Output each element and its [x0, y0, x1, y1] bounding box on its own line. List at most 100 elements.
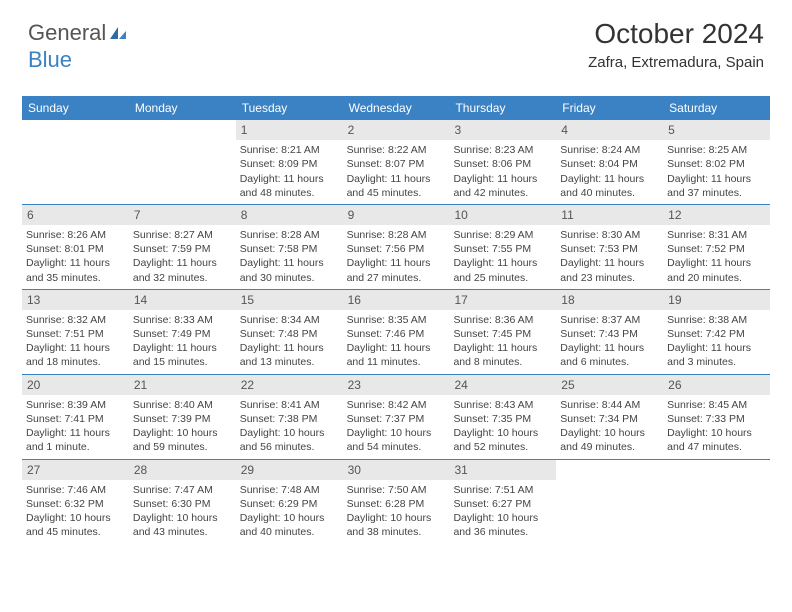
sunset-text: Sunset: 7:41 PM — [26, 412, 125, 426]
weekday-header: Friday — [556, 96, 663, 120]
sunrise-text: Sunrise: 7:46 AM — [26, 483, 125, 497]
brand-part2: Blue — [28, 47, 72, 72]
brand-part1: General — [28, 20, 106, 45]
sunrise-text: Sunrise: 8:27 AM — [133, 228, 232, 242]
daylight-text: Daylight: 11 hours and 48 minutes. — [240, 172, 339, 200]
day-details: Sunrise: 8:35 AMSunset: 7:46 PMDaylight:… — [343, 312, 450, 374]
daylight-text: Daylight: 10 hours and 52 minutes. — [453, 426, 552, 454]
daylight-text: Daylight: 10 hours and 59 minutes. — [133, 426, 232, 454]
day-number: 9 — [343, 205, 450, 225]
sunset-text: Sunset: 6:28 PM — [347, 497, 446, 511]
sunset-text: Sunset: 6:30 PM — [133, 497, 232, 511]
sunrise-text: Sunrise: 7:50 AM — [347, 483, 446, 497]
calendar-day: 24Sunrise: 8:43 AMSunset: 7:35 PMDayligh… — [449, 375, 556, 459]
sunrise-text: Sunrise: 8:22 AM — [347, 143, 446, 157]
sunset-text: Sunset: 6:32 PM — [26, 497, 125, 511]
sunrise-text: Sunrise: 8:28 AM — [240, 228, 339, 242]
sunrise-text: Sunrise: 8:39 AM — [26, 398, 125, 412]
sunset-text: Sunset: 8:07 PM — [347, 157, 446, 171]
daylight-text: Daylight: 11 hours and 30 minutes. — [240, 256, 339, 284]
sunrise-text: Sunrise: 8:42 AM — [347, 398, 446, 412]
sunrise-text: Sunrise: 8:41 AM — [240, 398, 339, 412]
sunset-text: Sunset: 7:56 PM — [347, 242, 446, 256]
day-number: 24 — [449, 375, 556, 395]
sunrise-text: Sunrise: 8:23 AM — [453, 143, 552, 157]
day-number: 20 — [22, 375, 129, 395]
calendar-day: 8Sunrise: 8:28 AMSunset: 7:58 PMDaylight… — [236, 205, 343, 289]
sunset-text: Sunset: 8:09 PM — [240, 157, 339, 171]
calendar-day: 9Sunrise: 8:28 AMSunset: 7:56 PMDaylight… — [343, 205, 450, 289]
sunrise-text: Sunrise: 8:44 AM — [560, 398, 659, 412]
daylight-text: Daylight: 11 hours and 6 minutes. — [560, 341, 659, 369]
day-details: Sunrise: 8:24 AMSunset: 8:04 PMDaylight:… — [556, 142, 663, 204]
sunset-text: Sunset: 7:39 PM — [133, 412, 232, 426]
daylight-text: Daylight: 10 hours and 36 minutes. — [453, 511, 552, 539]
day-number: 16 — [343, 290, 450, 310]
sunrise-text: Sunrise: 8:45 AM — [667, 398, 766, 412]
day-details: Sunrise: 8:29 AMSunset: 7:55 PMDaylight:… — [449, 227, 556, 289]
calendar-week: 27Sunrise: 7:46 AMSunset: 6:32 PMDayligh… — [22, 459, 770, 544]
day-number: 7 — [129, 205, 236, 225]
day-details: Sunrise: 8:26 AMSunset: 8:01 PMDaylight:… — [22, 227, 129, 289]
calendar-day: 20Sunrise: 8:39 AMSunset: 7:41 PMDayligh… — [22, 375, 129, 459]
day-number: 13 — [22, 290, 129, 310]
day-details: Sunrise: 7:46 AMSunset: 6:32 PMDaylight:… — [22, 482, 129, 544]
day-number: 17 — [449, 290, 556, 310]
day-number: 10 — [449, 205, 556, 225]
sunrise-text: Sunrise: 8:36 AM — [453, 313, 552, 327]
day-details: Sunrise: 8:21 AMSunset: 8:09 PMDaylight:… — [236, 142, 343, 204]
day-number: 26 — [663, 375, 770, 395]
sunset-text: Sunset: 7:33 PM — [667, 412, 766, 426]
daylight-text: Daylight: 11 hours and 23 minutes. — [560, 256, 659, 284]
sunrise-text: Sunrise: 8:30 AM — [560, 228, 659, 242]
day-number: 19 — [663, 290, 770, 310]
calendar-day: 6Sunrise: 8:26 AMSunset: 8:01 PMDaylight… — [22, 205, 129, 289]
calendar-grid: Sunday Monday Tuesday Wednesday Thursday… — [22, 96, 770, 543]
calendar-day: . — [556, 460, 663, 544]
calendar-day: 14Sunrise: 8:33 AMSunset: 7:49 PMDayligh… — [129, 290, 236, 374]
day-number: 1 — [236, 120, 343, 140]
day-number: 27 — [22, 460, 129, 480]
day-details: Sunrise: 8:22 AMSunset: 8:07 PMDaylight:… — [343, 142, 450, 204]
day-number: 15 — [236, 290, 343, 310]
day-details: Sunrise: 8:43 AMSunset: 7:35 PMDaylight:… — [449, 397, 556, 459]
sunset-text: Sunset: 8:02 PM — [667, 157, 766, 171]
day-number: 28 — [129, 460, 236, 480]
day-number: 11 — [556, 205, 663, 225]
day-details: Sunrise: 8:31 AMSunset: 7:52 PMDaylight:… — [663, 227, 770, 289]
calendar-week: ..1Sunrise: 8:21 AMSunset: 8:09 PMDaylig… — [22, 120, 770, 204]
day-details: Sunrise: 8:30 AMSunset: 7:53 PMDaylight:… — [556, 227, 663, 289]
day-details: Sunrise: 7:50 AMSunset: 6:28 PMDaylight:… — [343, 482, 450, 544]
sunset-text: Sunset: 7:49 PM — [133, 327, 232, 341]
day-details: Sunrise: 8:41 AMSunset: 7:38 PMDaylight:… — [236, 397, 343, 459]
day-details: Sunrise: 8:36 AMSunset: 7:45 PMDaylight:… — [449, 312, 556, 374]
calendar-day: 1Sunrise: 8:21 AMSunset: 8:09 PMDaylight… — [236, 120, 343, 204]
daylight-text: Daylight: 10 hours and 56 minutes. — [240, 426, 339, 454]
daylight-text: Daylight: 10 hours and 40 minutes. — [240, 511, 339, 539]
day-details: Sunrise: 8:33 AMSunset: 7:49 PMDaylight:… — [129, 312, 236, 374]
weekday-header: Monday — [129, 96, 236, 120]
calendar-day: 27Sunrise: 7:46 AMSunset: 6:32 PMDayligh… — [22, 460, 129, 544]
day-details: Sunrise: 8:32 AMSunset: 7:51 PMDaylight:… — [22, 312, 129, 374]
daylight-text: Daylight: 10 hours and 43 minutes. — [133, 511, 232, 539]
calendar-week: 6Sunrise: 8:26 AMSunset: 8:01 PMDaylight… — [22, 204, 770, 289]
sunrise-text: Sunrise: 8:43 AM — [453, 398, 552, 412]
day-number: 31 — [449, 460, 556, 480]
calendar-day: 29Sunrise: 7:48 AMSunset: 6:29 PMDayligh… — [236, 460, 343, 544]
day-number: 21 — [129, 375, 236, 395]
day-number: 6 — [22, 205, 129, 225]
sunset-text: Sunset: 7:55 PM — [453, 242, 552, 256]
sunset-text: Sunset: 8:01 PM — [26, 242, 125, 256]
calendar-day: 26Sunrise: 8:45 AMSunset: 7:33 PMDayligh… — [663, 375, 770, 459]
daylight-text: Daylight: 11 hours and 27 minutes. — [347, 256, 446, 284]
day-details: Sunrise: 8:38 AMSunset: 7:42 PMDaylight:… — [663, 312, 770, 374]
sail-icon — [108, 21, 128, 47]
sunset-text: Sunset: 7:34 PM — [560, 412, 659, 426]
calendar-day: 5Sunrise: 8:25 AMSunset: 8:02 PMDaylight… — [663, 120, 770, 204]
day-details: Sunrise: 8:23 AMSunset: 8:06 PMDaylight:… — [449, 142, 556, 204]
day-number: 30 — [343, 460, 450, 480]
sunrise-text: Sunrise: 8:35 AM — [347, 313, 446, 327]
brand-logo: General Blue — [28, 20, 128, 73]
daylight-text: Daylight: 11 hours and 13 minutes. — [240, 341, 339, 369]
sunrise-text: Sunrise: 8:26 AM — [26, 228, 125, 242]
